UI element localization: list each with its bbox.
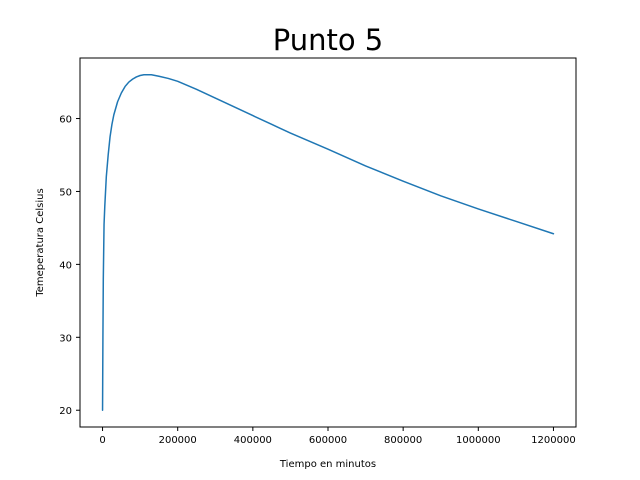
x-tick-label: 1200000 <box>531 435 576 446</box>
series-line-1 <box>101 74 555 411</box>
y-tick-label: 30 <box>59 333 72 344</box>
x-tick-label: 400000 <box>234 435 272 446</box>
plot-area <box>79 57 577 428</box>
x-tick-label: 600000 <box>309 435 347 446</box>
y-tick-label: 20 <box>59 406 72 417</box>
x-tick-label: 200000 <box>159 435 197 446</box>
x-axis-title: Tiempo en minutos <box>279 459 376 470</box>
x-tick-label: 1000000 <box>456 435 501 446</box>
y-tick-label: 50 <box>59 187 72 198</box>
chart-title: Punto 5 <box>273 23 384 57</box>
x-tick-label: 800000 <box>384 435 422 446</box>
y-axis-title: Temeperatura Celsius <box>35 188 46 297</box>
plot-series <box>101 74 555 411</box>
x-axis: 0 200000 400000 600000 800000 1000000 1200000 <box>99 427 576 446</box>
x-tick-label: 0 <box>99 435 105 446</box>
y-tick-label: 40 <box>59 260 72 271</box>
y-axis: 20 30 40 50 60 <box>59 115 80 417</box>
y-tick-label: 60 <box>59 115 72 126</box>
